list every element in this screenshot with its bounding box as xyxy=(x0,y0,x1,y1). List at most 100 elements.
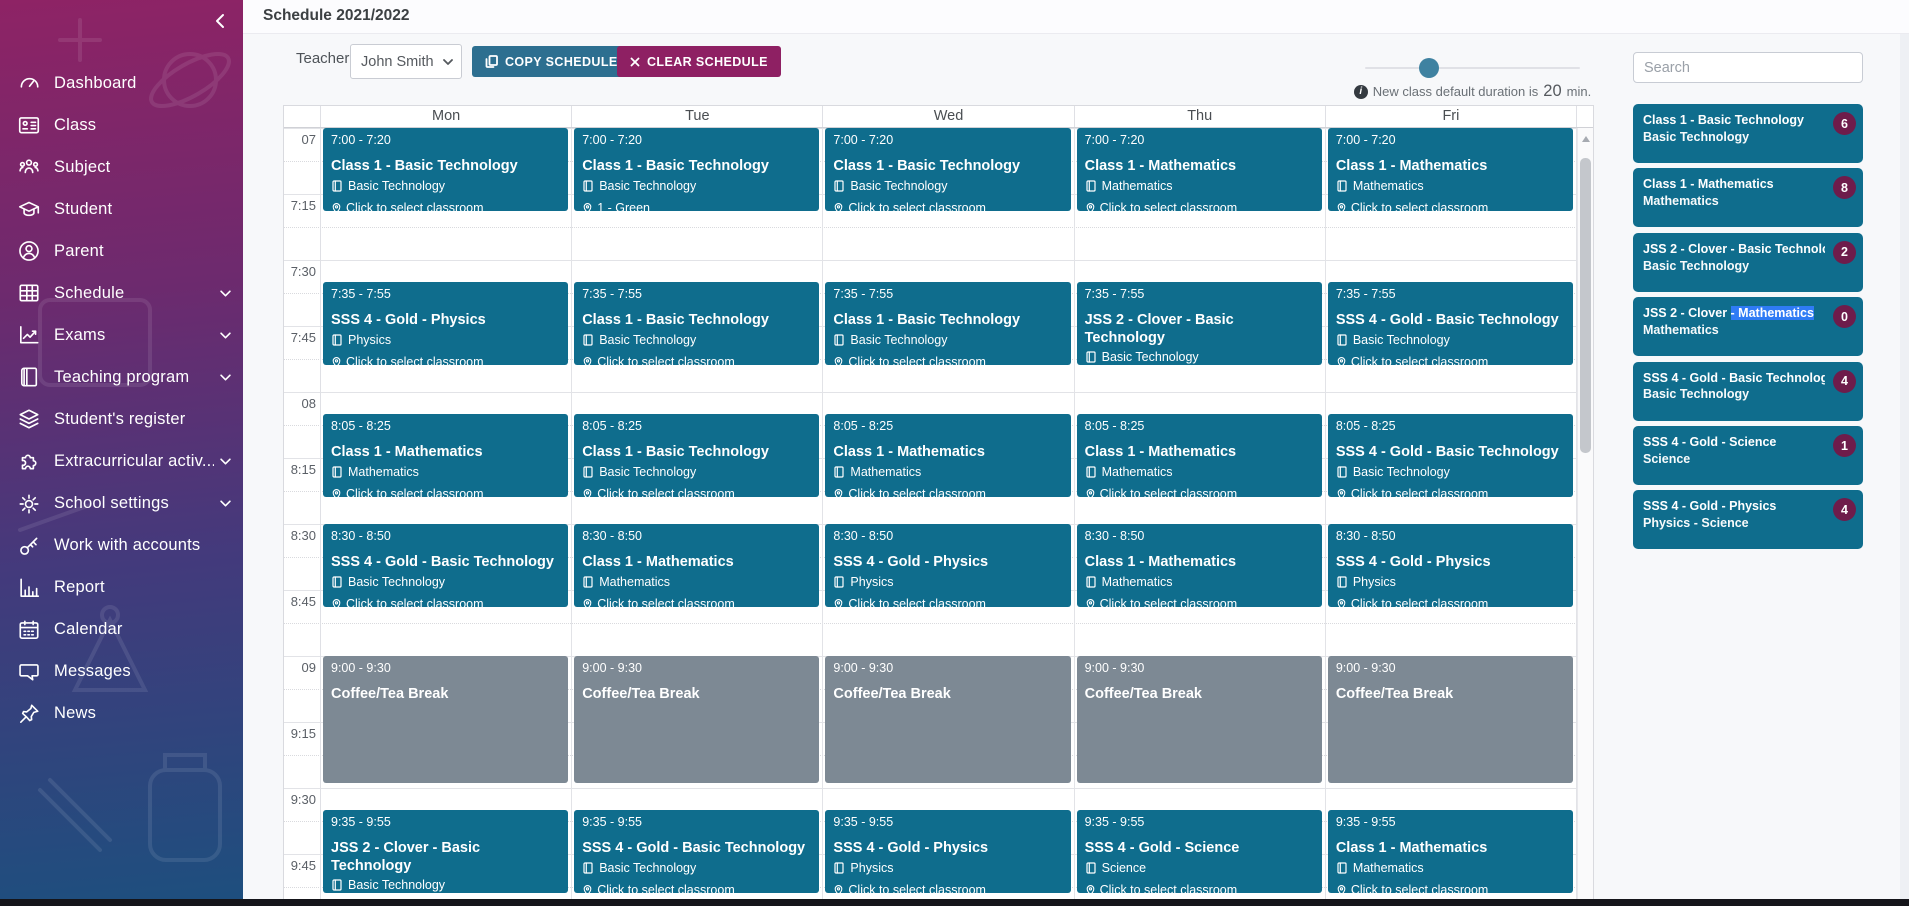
event-classroom-link[interactable]: Click to select classroom xyxy=(331,355,560,365)
event-classroom-link[interactable]: Click to select classroom xyxy=(1336,201,1565,211)
class-list-item[interactable]: SSS 4 - Gold - Science Science 1 xyxy=(1633,426,1863,485)
event-card[interactable]: 9:35 - 9:55 SSS 4 - Gold - Basic Technolo… xyxy=(574,810,820,893)
class-list-item[interactable]: JSS 2 - Clover - Basic Technology Basic T… xyxy=(1633,232,1863,292)
copy-schedule-button[interactable]: COPY SCHEDULE xyxy=(472,46,631,77)
class-list-item[interactable]: SSS 4 - Gold - Basic Technology Basic Tec… xyxy=(1633,361,1863,421)
event-card[interactable]: 7:35 - 7:55 SSS 4 - Gold - Physics Physics… xyxy=(323,282,569,365)
event-card[interactable]: 9:35 - 9:55 Class 1 - Mathematics Mathemat… xyxy=(1327,810,1574,893)
event-card[interactable]: 8:30 - 8:50 SSS 4 - Gold - Physics Physics… xyxy=(1327,524,1574,607)
class-list-item[interactable]: SSS 4 - Gold - Physics Physics - Science 4 xyxy=(1633,490,1863,550)
sidebar-item-exams[interactable]: Exams xyxy=(0,314,243,356)
book-icon xyxy=(834,334,845,346)
event-card[interactable]: 7:00 - 7:20 Class 1 - Basic Technology Bas… xyxy=(825,128,1071,211)
event-card[interactable]: 7:35 - 7:55 Class 1 - Basic Technology Bas… xyxy=(825,282,1071,365)
class-list-item[interactable]: Class 1 - Basic Technology Basic Technolo… xyxy=(1633,104,1863,163)
event-classroom-link[interactable]: Click to select classroom xyxy=(1336,355,1565,365)
event-classroom-link[interactable]: Click to select classroom xyxy=(1336,883,1565,893)
event-classroom-link[interactable]: Click to select classroom xyxy=(582,355,811,365)
event-subject-label: Mathematics xyxy=(1101,178,1173,193)
event-card[interactable]: 7:00 - 7:20 Class 1 - Basic Technology Bas… xyxy=(323,128,569,211)
event-card[interactable]: 8:05 - 8:25 Class 1 - Mathematics Mathemat… xyxy=(323,414,569,497)
sidebar-item-news[interactable]: News xyxy=(0,693,243,735)
event-classroom-label: Click to select classroom xyxy=(346,486,484,497)
event-card[interactable]: 9:35 - 9:55 JSS 2 - Clover - Basic Techno… xyxy=(323,810,569,893)
event-subject: Mathematics xyxy=(1336,179,1565,193)
sidebar-item-parent[interactable]: Parent xyxy=(0,230,243,272)
event-classroom-link[interactable]: Click to select classroom xyxy=(833,597,1062,607)
calendar-scrollbar[interactable] xyxy=(1577,128,1593,906)
event-subject-label: Basic Technology xyxy=(1352,332,1450,347)
sidebar-item-calendar[interactable]: Calendar xyxy=(0,609,243,651)
event-classroom-link[interactable]: Click to select classroom xyxy=(582,883,811,893)
event-card[interactable]: 9:35 - 9:55 SSS 4 - Gold - Physics Physics… xyxy=(825,810,1071,893)
event-title: Coffee/Tea Break xyxy=(1084,686,1202,702)
event-subject-label: Basic Technology xyxy=(599,332,697,347)
event-card[interactable]: 8:30 - 8:50 Class 1 - Mathematics Mathemat… xyxy=(1076,524,1322,607)
sidebar-item-teaching-program[interactable]: Teaching program xyxy=(0,356,243,398)
event-classroom-link[interactable]: Click to select classroom xyxy=(1085,883,1314,893)
event-classroom-link[interactable]: 1 - Green xyxy=(582,201,811,211)
event-title: Coffee/Tea Break xyxy=(331,686,449,702)
event-classroom-link[interactable]: Click to select classroom xyxy=(833,355,1062,365)
sidebar-item-report[interactable]: Report xyxy=(0,567,243,609)
info-icon xyxy=(1353,84,1368,99)
event-classroom-link[interactable]: Click to select classroom xyxy=(1085,201,1314,211)
break-event-card[interactable]: 9:00 - 9:30 Coffee/Tea Break xyxy=(825,656,1071,783)
event-card[interactable]: 8:30 - 8:50 SSS 4 - Gold - Physics Physics… xyxy=(825,524,1071,607)
event-classroom-link[interactable]: Click to select classroom xyxy=(582,597,811,607)
event-classroom-link[interactable]: Click to select classroom xyxy=(331,201,560,211)
event-classroom-link[interactable]: Click to select classroom xyxy=(833,487,1062,497)
sidebar-item-student[interactable]: Student xyxy=(0,188,243,230)
event-card[interactable]: 7:35 - 7:55 SSS 4 - Gold - Basic Technolo… xyxy=(1327,282,1574,365)
event-card[interactable]: 7:00 - 7:20 Class 1 - Basic Technology Bas… xyxy=(574,128,820,211)
event-card[interactable]: 8:05 - 8:25 SSS 4 - Gold - Basic Technolo… xyxy=(1327,414,1574,497)
event-classroom-link[interactable]: Click to select classroom xyxy=(331,597,560,607)
event-card[interactable]: 8:30 - 8:50 Class 1 - Mathematics Mathemat… xyxy=(574,524,820,607)
break-event-card[interactable]: 9:00 - 9:30 Coffee/Tea Break xyxy=(323,656,569,783)
sidebar-item-subject[interactable]: Subject xyxy=(0,146,243,188)
event-card[interactable]: 9:35 - 9:55 SSS 4 - Gold - Science Science… xyxy=(1076,810,1322,893)
event-card[interactable]: 8:05 - 8:25 Class 1 - Mathematics Mathemat… xyxy=(1076,414,1322,497)
sidebar-item-class[interactable]: Class xyxy=(0,104,243,146)
scroll-up-arrow-icon[interactable] xyxy=(1582,136,1590,142)
event-classroom-link[interactable]: Click to select classroom xyxy=(833,883,1062,893)
event-card[interactable]: 7:35 - 7:55 JSS 2 - Clover - Basic Techno… xyxy=(1076,282,1322,365)
duration-slider[interactable] xyxy=(1365,58,1580,78)
event-classroom-link[interactable]: Click to select classroom xyxy=(582,487,811,497)
sidebar-collapse-button[interactable] xyxy=(207,8,233,34)
break-event-card[interactable]: 9:00 - 9:30 Coffee/Tea Break xyxy=(574,656,820,783)
sidebar-item-work-with-accounts[interactable]: Work with accounts xyxy=(0,525,243,567)
break-event-card[interactable]: 9:00 - 9:30 Coffee/Tea Break xyxy=(1076,656,1322,783)
class-list-item[interactable]: Class 1 - Mathematics Mathematics 8 xyxy=(1633,168,1863,228)
break-event-card[interactable]: 9:00 - 9:30 Coffee/Tea Break xyxy=(1327,656,1574,783)
teacher-select[interactable]: John Smith xyxy=(350,44,462,79)
event-classroom-link[interactable]: Click to select classroom xyxy=(1085,487,1314,497)
event-classroom-link[interactable]: Click to select classroom xyxy=(1085,597,1314,607)
clear-schedule-button[interactable]: CLEAR SCHEDULE xyxy=(617,46,781,77)
sidebar-item-extracurricular-activ[interactable]: Extracurricular activ... xyxy=(0,440,243,482)
sidebar-item-schedule[interactable]: Schedule xyxy=(0,272,243,314)
sidebar-item-messages[interactable]: Messages xyxy=(0,651,243,693)
duration-slider-knob[interactable] xyxy=(1419,58,1439,78)
sidebar-item-student-s-register[interactable]: Student's register xyxy=(0,398,243,440)
event-classroom-link[interactable]: Click to select classroom xyxy=(1336,487,1565,497)
event-card[interactable]: 8:05 - 8:25 Class 1 - Mathematics Mathemat… xyxy=(825,414,1071,497)
event-card[interactable]: 7:00 - 7:20 Class 1 - Mathematics Mathemat… xyxy=(1327,128,1574,211)
event-card[interactable]: 8:30 - 8:50 SSS 4 - Gold - Basic Technolo… xyxy=(323,524,569,607)
event-classroom-link[interactable]: Click to select classroom xyxy=(1336,597,1565,607)
title-text: JSS 2 - Clover xyxy=(1643,306,1731,321)
class-list-item[interactable]: JSS 2 - Clover - Mathematics Mathematics 0 xyxy=(1633,297,1863,357)
calendar-scrollbar-thumb[interactable] xyxy=(1580,158,1591,453)
event-card[interactable]: 8:05 - 8:25 Class 1 - Basic Technology Bas… xyxy=(574,414,820,497)
sidebar-item-dashboard[interactable]: Dashboard xyxy=(0,62,243,104)
window-scrollbar[interactable] xyxy=(1900,33,1909,906)
event-subject-label: Mathematics xyxy=(1352,860,1424,875)
location-pin-icon xyxy=(332,488,341,497)
event-card[interactable]: 7:00 - 7:20 Class 1 - Mathematics Mathemat… xyxy=(1076,128,1322,211)
event-classroom-link[interactable]: Click to select classroom xyxy=(331,487,560,497)
event-card[interactable]: 7:35 - 7:55 Class 1 - Basic Technology Bas… xyxy=(574,282,820,365)
search-input[interactable] xyxy=(1633,52,1863,83)
sidebar-item-school-settings[interactable]: School settings xyxy=(0,483,243,525)
event-classroom-link[interactable]: Click to select classroom xyxy=(833,201,1062,211)
event-classroom-label: Click to select classroom xyxy=(1099,486,1238,497)
